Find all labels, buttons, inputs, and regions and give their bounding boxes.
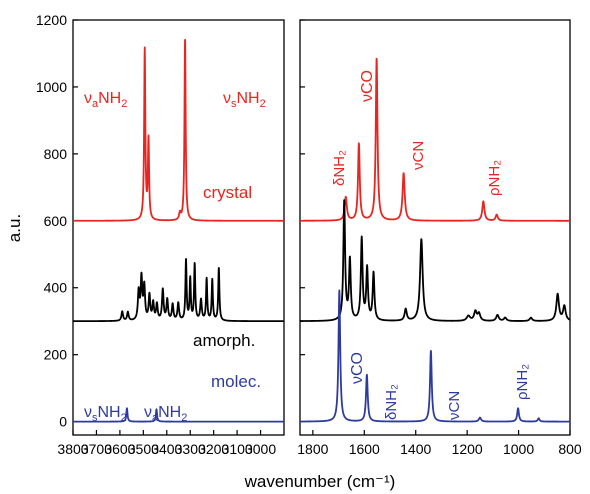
molec-vco-label: νCO (349, 352, 366, 384)
left-x-tick-label: 3700 (81, 441, 112, 457)
crystal-va-nh2-label: νaNH2 (84, 90, 127, 110)
y-tick-label: 400 (44, 280, 68, 296)
left-x-tick-label: 3600 (104, 441, 135, 457)
right-x-tick-label: 1000 (503, 441, 534, 457)
molec-vcn-label: νCN (446, 391, 463, 420)
right-x-tick-label: 1400 (400, 441, 431, 457)
right-x-tick-label: 1600 (349, 441, 380, 457)
y-tick-label: 800 (44, 146, 68, 162)
left-x-tick-label: 3800 (57, 441, 88, 457)
y-tick-label: 200 (44, 347, 68, 363)
left-x-tick-label: 3300 (175, 441, 206, 457)
molec-series-left (72, 407, 285, 423)
crystal-rnh2-label: ρNH₂ (486, 160, 503, 196)
x-axis-title: wavenumber (cm⁻¹) (244, 472, 396, 491)
left-x-tick-label: 3400 (151, 441, 182, 457)
left-panel-frame (72, 19, 285, 436)
right-axis-ticks: 1800 1600 1400 1200 1000 800 (297, 430, 582, 457)
molec-dnh2-label: δNH₂ (383, 384, 400, 420)
left-x-tick-label: 3500 (128, 441, 159, 457)
crystal-vcn-label: νCN (410, 141, 427, 170)
left-x-tick-label: 3100 (222, 441, 253, 457)
crystal-series-left (72, 38, 285, 222)
y-axis-title: a.u. (5, 214, 24, 242)
molec-vs-nh2-label: νsNH2 (84, 404, 127, 424)
series-group (72, 38, 571, 423)
crystal-dnh2-label: δNH₂ (331, 150, 348, 186)
crystal-label: crystal (203, 183, 252, 202)
amorph-label: amorph. (193, 331, 255, 350)
y-tick-label: 1200 (36, 12, 67, 28)
y-tick-label: 0 (59, 414, 67, 430)
right-panel-frame (299, 19, 571, 436)
right-x-tick-label: 1800 (297, 441, 328, 457)
crystal-series-right (299, 57, 571, 222)
amorph-series-left (72, 257, 285, 323)
molec-series-right (299, 289, 571, 423)
molec-va-nh2-label: νaNH2 (144, 404, 187, 424)
molec-rnh2-label: ρNH₂ (514, 364, 531, 400)
amorph-series-right (299, 199, 571, 322)
left-x-tick-label: 3000 (245, 441, 276, 457)
y-tick-label: 1000 (36, 79, 67, 95)
right-x-tick-label: 1200 (452, 441, 483, 457)
y-tick-label: 600 (44, 213, 68, 229)
crystal-vco-label: νCO (359, 70, 376, 102)
y-axis-ticks: 0 200 400 600 800 1000 1200 (36, 12, 305, 430)
crystal-vs-nh2-label: νsNH2 (223, 90, 266, 110)
right-x-tick-label: 800 (558, 441, 582, 457)
left-x-tick-label: 3200 (198, 441, 229, 457)
molec-label: molec. (211, 372, 261, 391)
